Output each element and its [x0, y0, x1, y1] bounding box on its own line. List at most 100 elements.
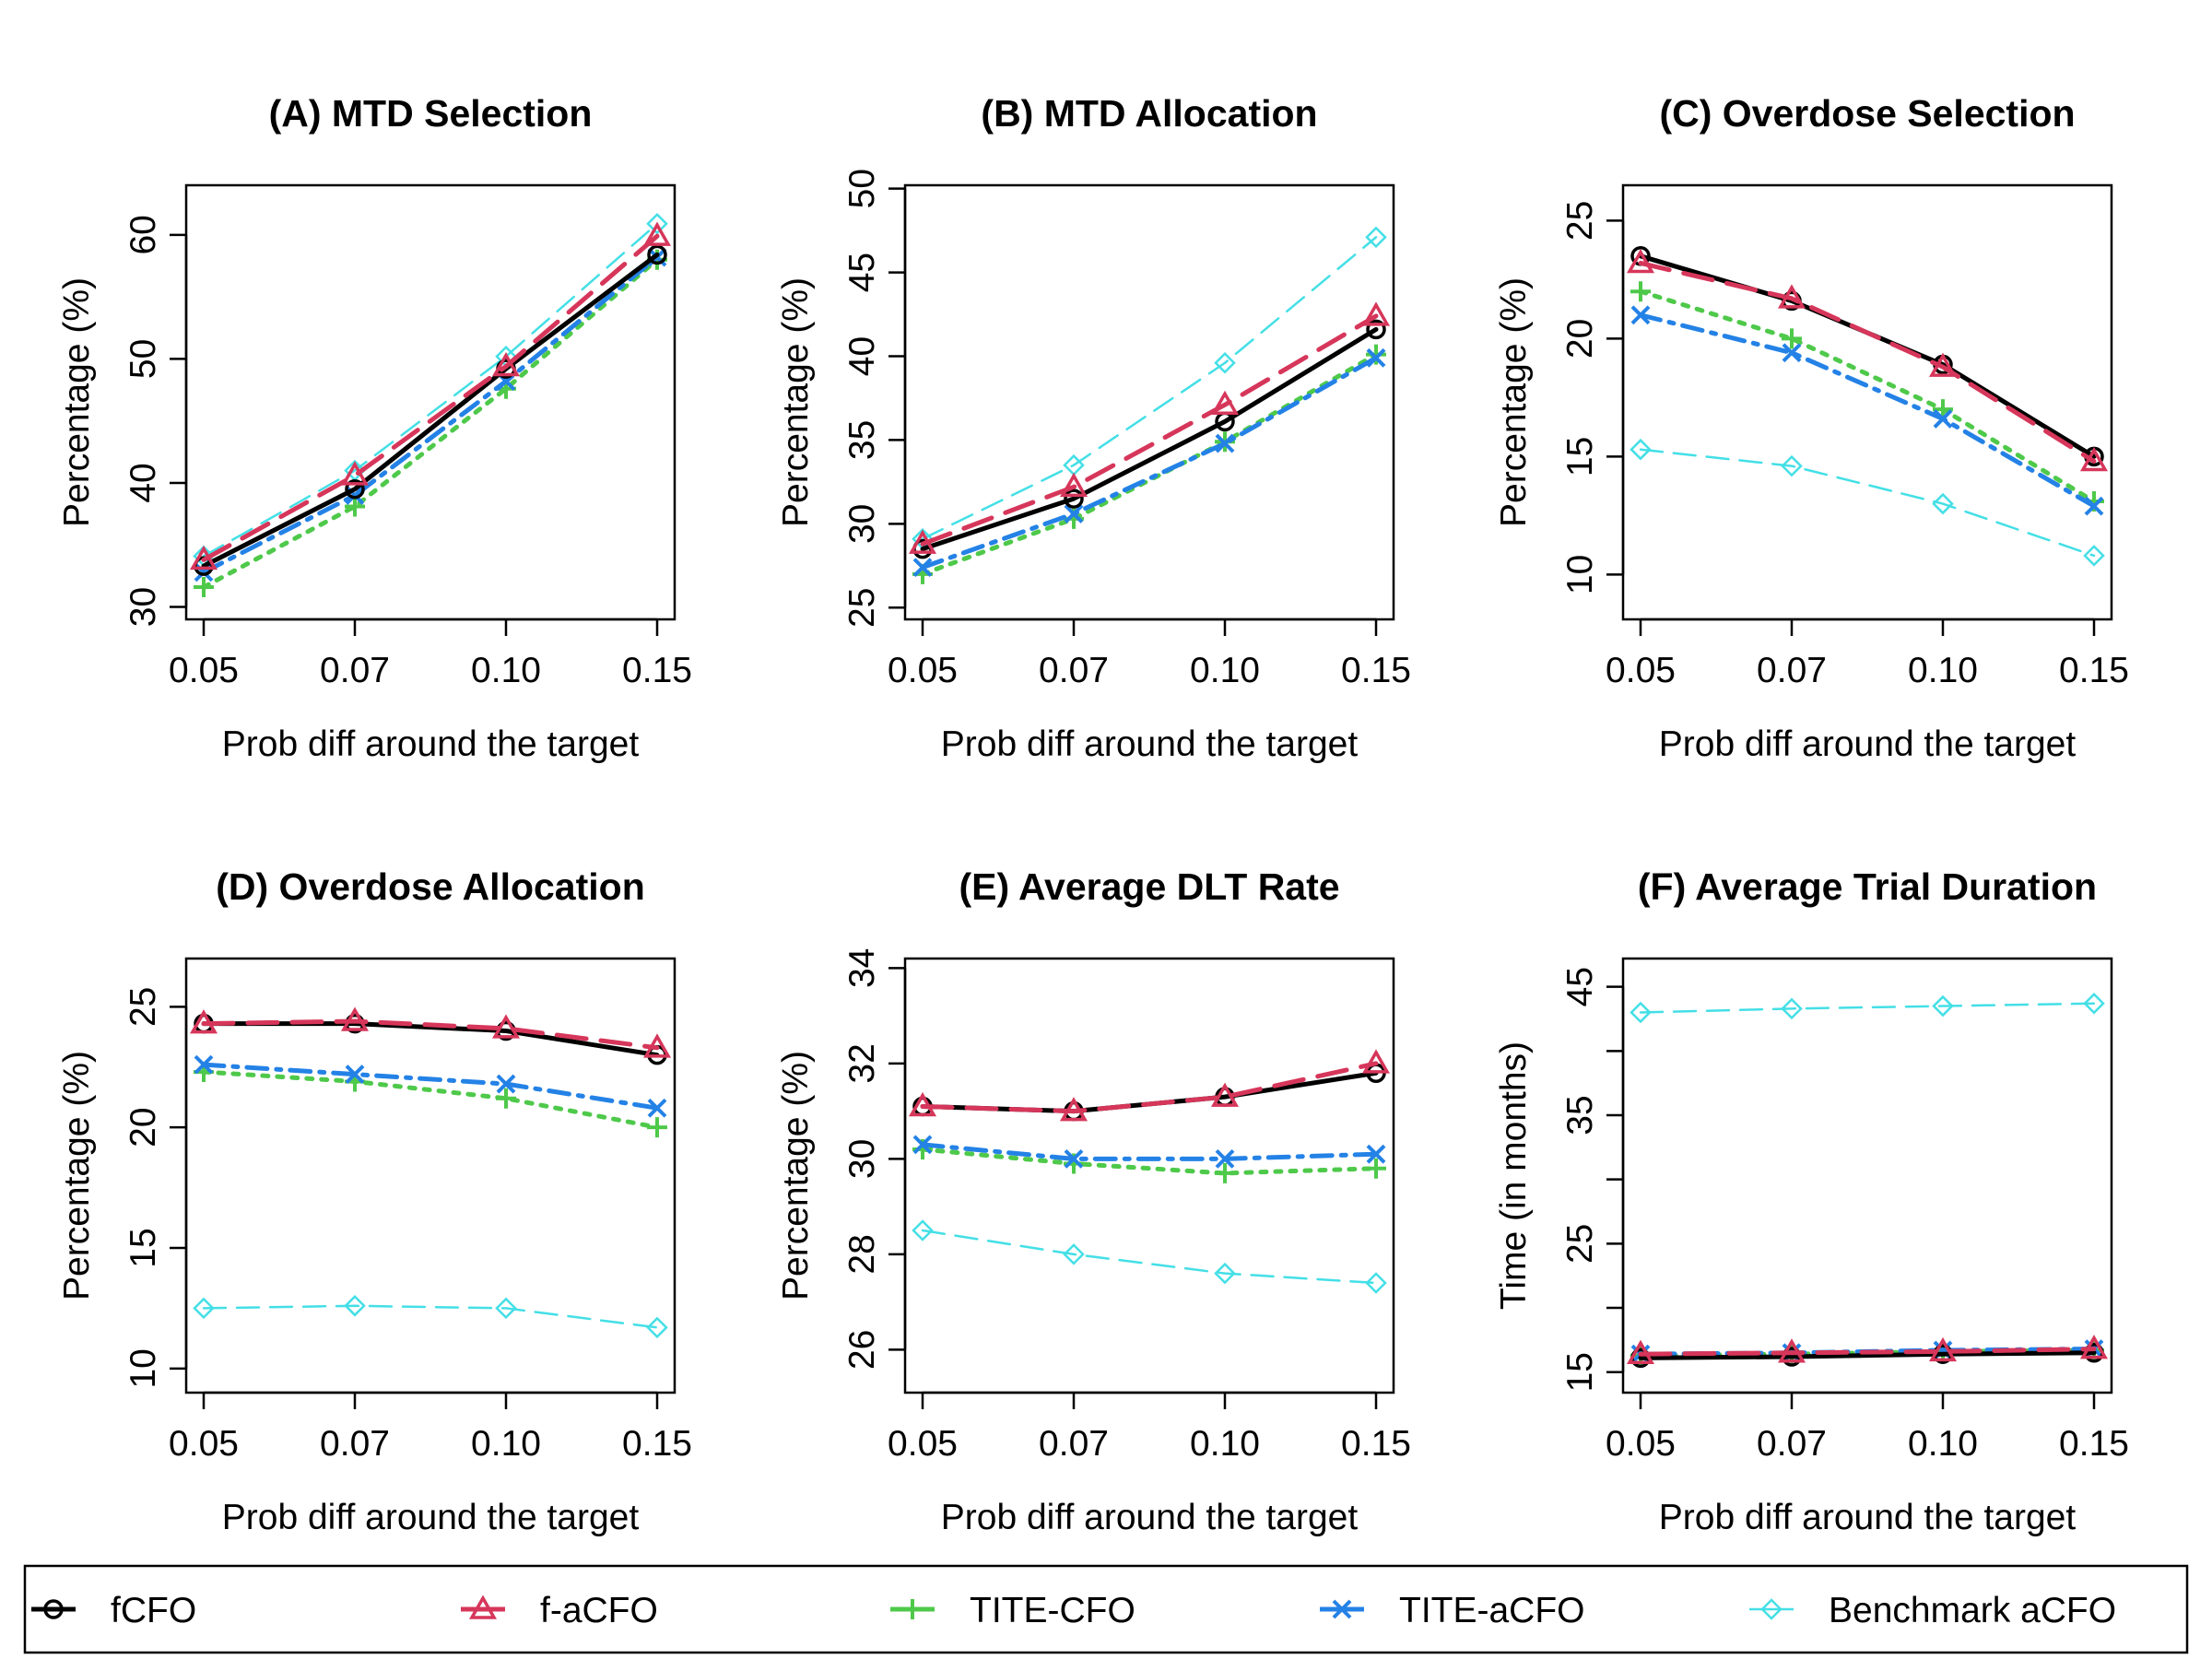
x-axis-label: Prob diff around the target [941, 724, 1359, 764]
data-point-circle [647, 244, 667, 265]
data-point-triangle [1210, 1082, 1240, 1107]
x-tick-label: 0.15 [622, 651, 692, 690]
data-point-triangle [1626, 1339, 1655, 1364]
series-line [201, 254, 660, 575]
data-point-triangle [642, 1033, 672, 1058]
data-point-triangle [1361, 301, 1391, 326]
x-tick-label: 0.05 [888, 1424, 958, 1464]
legend-item-Bench: Benchmark aCFO [1749, 1591, 2116, 1630]
series-Bench [1630, 438, 2105, 567]
y-tick-label: 30 [842, 504, 882, 544]
series-faCFO [1626, 248, 2109, 472]
series-line [921, 236, 1378, 540]
data-point-triangle [340, 461, 370, 486]
legend-item-TITECFO: TITE-CFO [890, 1591, 1135, 1630]
y-tick-label: 40 [842, 336, 882, 376]
data-point-triangle [491, 1014, 521, 1039]
data-point-x [912, 558, 933, 578]
y-axis-label: Percentage (%) [57, 1051, 97, 1300]
series-line [1639, 1002, 2096, 1014]
series-line [202, 1304, 659, 1329]
data-point-plus [1366, 1158, 1386, 1179]
legend-marker-plus [902, 1599, 923, 1619]
data-point-triangle [1361, 1049, 1391, 1074]
data-point-diamond [344, 1295, 366, 1317]
x-tick-label: 0.07 [1039, 1424, 1109, 1464]
data-point-triangle [1059, 1097, 1088, 1122]
legend-marker-triangle [468, 1594, 498, 1619]
x-tick-label: 0.10 [471, 651, 541, 690]
chart-title: (C) Overdose Selection [1659, 92, 2075, 135]
y-tick-label: 30 [124, 587, 163, 627]
y-tick-label: 10 [124, 1348, 163, 1388]
data-point-x [647, 1098, 667, 1118]
x-tick-label: 0.10 [1908, 651, 1978, 690]
x-tick-label: 0.05 [1606, 1424, 1676, 1464]
data-point-triangle [189, 545, 218, 571]
data-point-diamond [912, 1219, 934, 1241]
series-line [1638, 288, 2097, 504]
series-TITECFO [912, 1139, 1386, 1183]
x-tick-label: 0.07 [1757, 651, 1827, 690]
data-point-diamond [193, 1297, 215, 1320]
x-axis-label: Prob diff around the target [222, 724, 640, 764]
data-point-triangle [189, 1009, 218, 1034]
y-tick-label: 45 [842, 253, 882, 292]
series-faCFO [189, 221, 672, 571]
data-point-circle [345, 478, 365, 500]
series-faCFO [189, 1006, 672, 1058]
x-axis-label: Prob diff around the target [1659, 1498, 2077, 1537]
x-tick-label: 0.05 [888, 651, 958, 690]
data-point-x [1215, 1148, 1235, 1169]
y-tick-label: 34 [842, 948, 882, 988]
y-tick-label: 30 [842, 1139, 882, 1179]
x-tick-label: 0.15 [1341, 1424, 1411, 1464]
data-point-diamond [495, 1297, 517, 1320]
series-Bench [193, 1295, 668, 1339]
series-TITEaCFO [194, 1054, 667, 1118]
y-axis-label: Percentage (%) [1494, 277, 1534, 527]
data-point-triangle [340, 1006, 370, 1031]
data-point-triangle [1777, 284, 1806, 309]
data-point-diamond [1365, 1272, 1387, 1294]
series-line [1638, 1347, 2097, 1357]
legend-label: TITE-CFO [970, 1591, 1135, 1630]
y-tick-label: 25 [842, 588, 882, 628]
data-point-plus [1630, 281, 1651, 302]
data-point-diamond [1932, 492, 1954, 515]
legend-item-fCFO: fCFO [31, 1591, 196, 1630]
data-point-plus [1782, 328, 1802, 349]
data-point-x [1064, 1148, 1084, 1169]
y-tick-label: 10 [1560, 555, 1600, 594]
x-axis-label: Prob diff around the target [1659, 724, 2077, 764]
chart-title: (D) Overdose Allocation [216, 865, 645, 908]
series-Bench [193, 212, 668, 568]
data-point-plus [1215, 1162, 1235, 1183]
y-axis-label: Percentage (%) [776, 1051, 816, 1300]
series-line [920, 352, 1379, 577]
data-point-triangle [1210, 390, 1240, 415]
data-point-plus [345, 496, 365, 517]
series-line [202, 222, 659, 558]
y-tick-label: 50 [124, 339, 163, 379]
series-line [921, 1229, 1378, 1285]
data-point-circle [1366, 319, 1386, 340]
y-tick-label: 60 [124, 215, 163, 254]
y-tick-label: 15 [124, 1228, 163, 1267]
series-line [201, 1021, 660, 1058]
data-point-diamond [1630, 438, 1652, 461]
series-line [201, 252, 660, 569]
series-line [201, 1062, 660, 1111]
data-point-x [1366, 347, 1386, 368]
chart-panel: (A) MTD Selection 0.05 0.07 0.10 0.15 Prob di… [57, 92, 692, 764]
x-tick-label: 0.05 [169, 1424, 239, 1464]
series-line [201, 233, 660, 562]
data-point-triangle [908, 529, 937, 554]
y-tick-label: 50 [842, 169, 882, 208]
series-line [920, 1061, 1379, 1114]
data-point-diamond [1214, 1262, 1236, 1285]
data-point-x [1064, 504, 1084, 524]
x-tick-label: 0.10 [1908, 1424, 1978, 1464]
series-line [920, 1142, 1379, 1161]
